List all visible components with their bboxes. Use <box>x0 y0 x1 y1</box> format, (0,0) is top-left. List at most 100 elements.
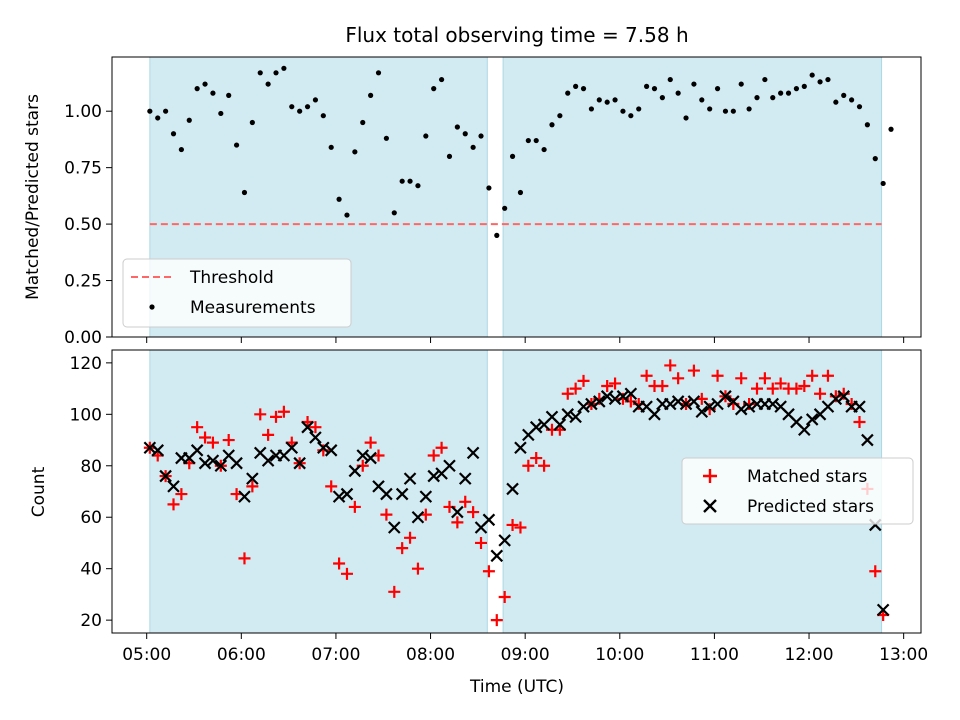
matched-star-point <box>814 387 827 400</box>
predicted-star-point <box>348 464 362 478</box>
predicted-star-point <box>230 456 243 470</box>
measurement-point <box>738 81 744 87</box>
matched-star-point <box>206 436 219 449</box>
predicted-star-point <box>837 390 851 403</box>
measurement-point <box>423 133 429 139</box>
matched-star-point <box>490 614 503 627</box>
matched-star-point <box>498 590 511 603</box>
predicted-star-point <box>167 480 180 493</box>
predicted-star-point <box>585 397 598 411</box>
shaded-interval <box>149 350 488 633</box>
measurement-point <box>683 115 689 121</box>
measurement-point <box>399 178 405 184</box>
predicted-star-point <box>529 420 543 434</box>
measurement-point <box>454 124 460 130</box>
count-x-ticks: 05:00 06:00 07:00 08:00 09:00 10:00 11:00 12:00… <box>122 633 928 665</box>
ratio-y-tick-label: 0.75 <box>64 159 102 179</box>
measurement-point <box>809 72 815 78</box>
predicted-stars-legend-label: Predicted stars <box>747 497 874 517</box>
ratio-y-tick-label: 0.25 <box>64 272 102 292</box>
matched-star-point <box>538 459 551 472</box>
predicted-star-point <box>388 521 401 534</box>
predicted-star-point <box>734 402 748 416</box>
predicted-star-point <box>206 454 220 467</box>
count-y-tick-label: 40 <box>80 560 102 580</box>
predicted-star-point <box>317 441 330 455</box>
measurement-point <box>754 95 760 101</box>
predicted-star-point <box>411 510 425 524</box>
predicted-star-point <box>246 472 259 485</box>
measurement-point <box>462 131 468 137</box>
predicted-star-point <box>364 451 377 465</box>
count-x-tick-label: 05:00 <box>122 645 171 665</box>
measurement-point <box>320 113 326 119</box>
measurement-point <box>525 137 531 144</box>
measurement-point <box>817 79 823 85</box>
count-x-tick-label: 11:00 <box>690 645 739 665</box>
predicted-star-point <box>616 390 630 403</box>
measurement-point <box>714 86 721 92</box>
predicted-star-point <box>261 454 275 467</box>
measurement-point <box>233 142 240 148</box>
predicted-star-point <box>719 390 732 403</box>
matched-star-point <box>482 565 495 578</box>
measurement-point <box>470 144 476 150</box>
matched-star-point <box>333 557 346 570</box>
measurement-point <box>659 95 665 101</box>
predicted-star-point <box>419 490 433 503</box>
measurement-point <box>375 70 382 76</box>
matched-star-point <box>758 372 771 385</box>
predicted-star-point <box>309 431 322 444</box>
measurement-point <box>872 156 878 162</box>
measurement-point <box>675 90 681 96</box>
threshold-legend-label: Threshold <box>189 268 274 288</box>
predicted-star-point <box>569 410 582 424</box>
measurement-point <box>163 108 169 114</box>
measurement-point <box>178 146 184 153</box>
ratio-y-axis-label: Matched/Predicted stars <box>23 94 43 300</box>
measurement-point <box>667 76 673 83</box>
measurement-point <box>360 119 366 126</box>
measurement-point <box>202 81 208 87</box>
measurement-point <box>856 104 863 110</box>
measurement-point <box>486 185 492 191</box>
predicted-star-point <box>671 395 685 408</box>
measurement-point <box>446 153 453 159</box>
measurement-point <box>888 126 894 132</box>
ratio-y-ticks: 0.00 0.25 0.50 0.75 1.00 <box>64 102 112 348</box>
matched-star-point <box>735 372 748 385</box>
measurement-point <box>494 232 500 238</box>
measurement-point <box>391 210 397 216</box>
predicted-star-point <box>332 490 346 503</box>
measurement-points <box>147 65 894 238</box>
measurement-point <box>478 133 484 139</box>
count-x-tick-label: 12:00 <box>785 645 834 665</box>
predicted-star-point <box>214 459 228 473</box>
predicted-star-point <box>458 472 472 485</box>
predicted-star-point <box>695 405 709 419</box>
ratio-y-tick-label: 0.50 <box>64 215 102 235</box>
matched-star-point <box>348 500 361 513</box>
measurement-point <box>218 110 224 117</box>
measurement-point <box>312 97 319 103</box>
measurement-point <box>644 83 650 89</box>
matched-star-point <box>340 567 353 580</box>
measurement-point <box>762 76 768 83</box>
predicted-star-point <box>159 469 172 483</box>
matched-star-point <box>790 382 803 395</box>
predicted-star-point <box>380 487 393 501</box>
predicted-star-point <box>340 487 354 501</box>
measurement-point <box>612 97 618 103</box>
count-y-tick-label: 60 <box>80 508 102 528</box>
predicted-star-point <box>190 444 204 457</box>
predicted-star-point <box>514 441 527 455</box>
predicted-star-point <box>687 395 701 408</box>
measurement-point <box>336 196 342 202</box>
count-x-tick-label: 09:00 <box>501 645 550 665</box>
count-x-tick-label: 10:00 <box>595 645 644 665</box>
measurement-point <box>407 178 413 184</box>
count-x-axis-label: Time (UTC) <box>469 677 564 697</box>
predicted-star-point <box>663 397 677 411</box>
shaded-interval <box>503 57 882 337</box>
